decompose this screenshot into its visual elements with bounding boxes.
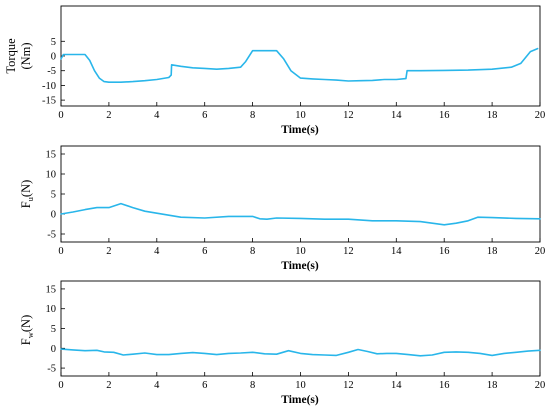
fw-x-tick-label: 8 [250,380,255,391]
fu-x-tick-label: 20 [535,246,546,257]
fw-series-line [60,348,541,357]
fw-y-axis-label: Fw(N) [19,315,35,345]
torque-x-tick-label: 0 [58,110,63,121]
torque-series-line [60,47,539,83]
torque-y-tick-label: -10 [42,81,56,92]
fw-x-tick-label: 20 [535,380,546,391]
fw-x-tick-label: 14 [391,380,402,391]
fw-x-tick-label: 18 [487,380,498,391]
fu-x-tick-label: 4 [154,246,160,257]
fw-y-tick-label: 10 [46,304,57,315]
torque-y-tick-label: -5 [47,66,56,77]
fu-y-tick-label: 5 [51,190,56,201]
fu-x-ticks: 0 2 4 6 8 10 12 14 16 18 20 [58,238,545,257]
torque-x-tick-label: 4 [154,110,160,121]
torque-x-tick-label: 8 [250,110,255,121]
fw-x-axis-label: Time(s) [281,394,319,406]
fu-line-group [60,202,541,226]
fu-x-axis-label: Time(s) [281,260,319,272]
fw-y-tick-label: 5 [51,324,56,335]
fw-x-tick-label: 12 [343,380,354,391]
fu-y-label-main: F [19,201,33,208]
fw-y-tick-label: 0 [51,344,56,355]
fw-y-label-sub: w [25,331,35,338]
fw-x-tick-label: 0 [58,380,63,391]
fw-y-tick-label: -5 [47,364,56,375]
fu-y-tick-label: 10 [46,170,57,181]
torque-y-ticks: 5 0 -5 -10 -15 [42,37,65,107]
torque-x-tick-label: 6 [202,110,207,121]
fu-x-tick-label: 6 [202,246,207,257]
fu-y-ticks: 15 10 5 0 -5 [46,150,65,241]
fu-x-tick-label: 10 [295,246,306,257]
fu-plot-frame [60,145,541,243]
fu-y-tick-label: -5 [47,230,56,241]
fu-x-tick-label: 12 [343,246,354,257]
fw-line-group [60,348,541,357]
fu-y-label-sub: u [25,196,35,201]
torque-y-tick-label: 0 [51,52,56,63]
torque-x-tick-label: 14 [391,110,402,121]
fu-y-label-unit: (N) [19,180,33,197]
torque-x-tick-label: 12 [343,110,354,121]
fw-x-tick-label: 16 [439,380,450,391]
fu-x-tick-label: 2 [106,246,111,257]
torque-panel: 5 0 -5 -10 -15 0 2 4 6 8 10 12 14 16 18 20 Time(s) Tor… [4,5,545,136]
torque-x-tick-label: 16 [439,110,450,121]
fu-x-tick-label: 18 [487,246,498,257]
torque-y-axis-label-line2: (Nm) [19,42,33,69]
fw-x-tick-label: 6 [202,380,207,391]
fu-series-line [60,202,541,226]
torque-y-axis-label-line1: Torque [4,38,18,74]
torque-x-tick-label: 20 [535,110,546,121]
fu-y-tick-label: 0 [51,210,56,221]
fw-y-ticks: 15 10 5 0 -5 [46,284,65,375]
fu-y-tick-label: 15 [46,150,57,161]
fu-y-axis-label: Fu(N) [19,180,35,209]
fw-y-tick-label: 15 [46,284,57,295]
fu-x-tick-label: 8 [250,246,255,257]
fu-x-tick-label: 14 [391,246,402,257]
torque-plot-frame [60,5,541,107]
fw-y-label-unit: (N) [19,315,33,332]
fu-x-tick-label: 16 [439,246,450,257]
fw-x-tick-label: 2 [106,380,111,391]
fw-x-tick-label: 4 [154,380,160,391]
torque-line-group [60,47,539,83]
torque-x-tick-label: 2 [106,110,111,121]
torque-x-tick-label: 10 [295,110,306,121]
torque-x-axis-label: Time(s) [281,124,319,136]
fw-x-tick-label: 10 [295,380,306,391]
torque-y-tick-label: -15 [42,96,56,107]
fw-plot-frame [60,280,541,377]
fu-x-tick-label: 0 [58,246,63,257]
torque-x-tick-label: 18 [487,110,498,121]
torque-y-tick-label: 5 [51,37,56,48]
fw-x-ticks: 0 2 4 6 8 10 12 14 16 18 20 [58,372,545,391]
fw-y-label-main: F [19,338,33,345]
torque-x-ticks: 0 2 4 6 8 10 12 14 16 18 20 [58,102,545,121]
